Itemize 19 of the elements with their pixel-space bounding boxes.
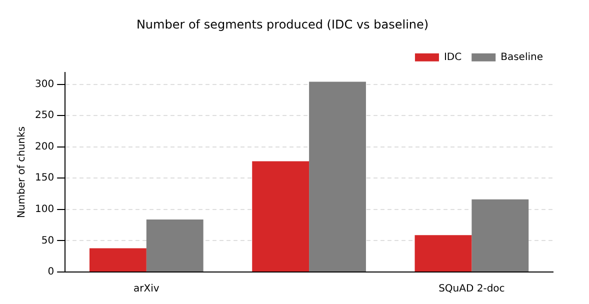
bar (146, 219, 204, 272)
legend-label: IDC (444, 52, 462, 63)
y-tick-label: 250 (34, 110, 54, 122)
chart-title: Number of segments produced (IDC vs baseline) (136, 17, 429, 32)
legend-label: Baseline (500, 52, 544, 63)
y-tick-label: 50 (41, 235, 54, 246)
y-axis-title: Number of chunks (16, 126, 28, 218)
x-tick-label: SQuAD 2-doc (438, 284, 505, 295)
bar (414, 235, 472, 272)
bar (472, 199, 529, 272)
bar (89, 248, 146, 272)
bar (252, 161, 310, 272)
y-tick-label: 200 (34, 141, 54, 152)
y-tick-label: 100 (34, 204, 54, 216)
y-tick-label: 150 (34, 172, 54, 184)
y-tick-label: 0 (48, 266, 54, 278)
y-tick-label: 300 (34, 78, 54, 90)
bar (309, 82, 366, 272)
x-tick-label: arXiv (134, 284, 160, 295)
